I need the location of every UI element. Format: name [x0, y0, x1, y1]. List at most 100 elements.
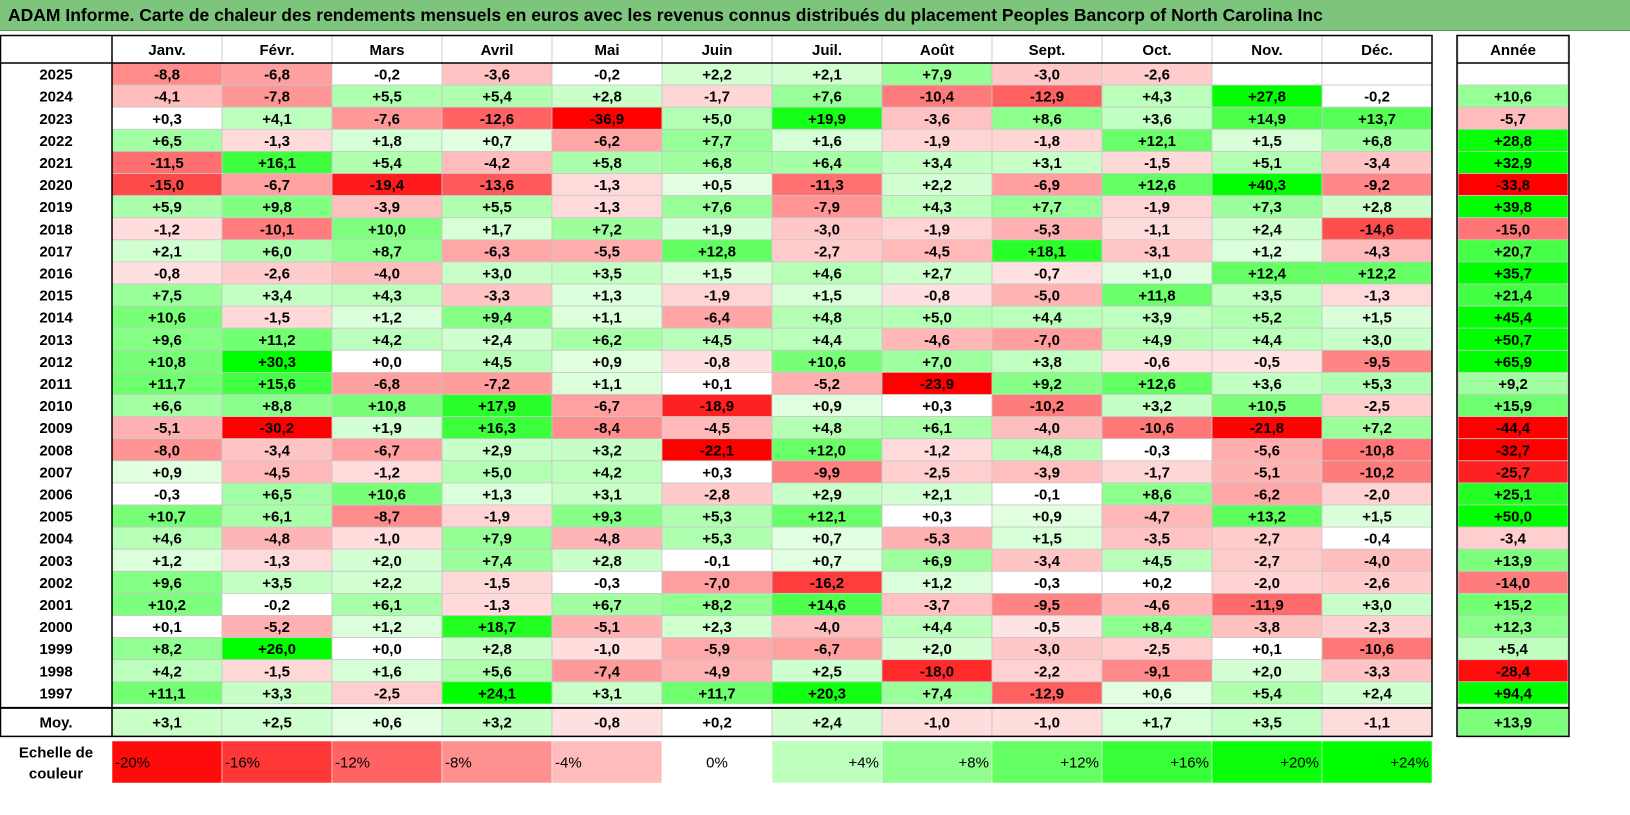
heatmap-cell-value: -10,2: [1030, 398, 1064, 415]
column-header: Juin: [702, 42, 733, 59]
color-scale-label: -4%: [555, 755, 582, 772]
heatmap-cell-value: +8,2: [152, 641, 182, 658]
heatmap-cell-value: -4,0: [814, 619, 840, 636]
heatmap-cell-value: +15,6: [258, 376, 296, 393]
heatmap-cell-value: -11,9: [1250, 597, 1283, 614]
heatmap-cell-value: -0,3: [1144, 442, 1170, 459]
heatmap-cell-value: -9,9: [814, 464, 840, 481]
heatmap-cell-value: +11,8: [1138, 288, 1175, 305]
heatmap-cell-value: +7,7: [1032, 199, 1062, 216]
row-year-label: 2013: [39, 332, 72, 349]
heatmap-cell-value: -0,8: [704, 354, 730, 371]
heatmap-cell-value: +4,4: [1032, 310, 1062, 327]
heatmap-cell-value: -4,7: [1144, 509, 1170, 526]
average-cell-value: +2,4: [812, 714, 842, 731]
average-cell-value: +2,5: [262, 714, 292, 731]
row-year-label: 2012: [39, 354, 72, 371]
row-year-label: 2005: [39, 509, 72, 526]
heatmap-cell-value: +1,7: [482, 221, 512, 238]
column-header-cell: [991, 35, 1103, 64]
heatmap-cell-value: +7,7: [702, 133, 732, 150]
average-cell: [991, 707, 1103, 737]
heatmap-cell-value: +6,6: [152, 398, 182, 415]
heatmap-cell-value: +2,0: [372, 553, 402, 570]
heatmap-cell-value: -6,2: [594, 133, 620, 150]
heatmap-cell-value: +4,3: [372, 288, 402, 305]
heatmap-cell-value: +8,6: [1142, 486, 1172, 503]
heatmap-cell-value: +1,9: [372, 420, 402, 437]
color-scale-label: +8%: [959, 755, 989, 772]
color-scale-label: +12%: [1060, 755, 1099, 772]
heatmap-cell-value: -14,6: [1360, 221, 1394, 238]
heatmap-cell-value: -1,5: [484, 575, 510, 592]
heatmap-cell-value: +5,1: [1252, 155, 1282, 172]
heatmap-cell-value: +27,8: [1248, 89, 1286, 106]
heatmap-cell-value: +0,7: [812, 553, 842, 570]
heatmap-cell-value: -5,1: [154, 420, 180, 437]
column-header: Sept.: [1029, 42, 1066, 59]
heatmap-cell-value: -3,4: [1364, 155, 1391, 172]
heatmap-cell-value: +11,7: [148, 376, 185, 393]
color-scale-label: -12%: [335, 755, 370, 772]
heatmap-cell-value: -0,4: [1364, 531, 1391, 548]
heatmap-cell-value: +3,2: [592, 442, 622, 459]
heatmap-cell-value: +3,5: [262, 575, 292, 592]
average-cell-value: +3,2: [482, 714, 512, 731]
heatmap-cell-value: +4,1: [262, 111, 292, 128]
row-year-label: 2019: [39, 199, 72, 216]
heatmap-cell-value: +2,0: [922, 641, 952, 658]
heatmap-cell-value: +4,3: [1142, 89, 1172, 106]
heatmap-cell-value: +7,4: [922, 685, 952, 702]
heatmap-cell-value: +5,9: [152, 199, 182, 216]
heatmap-cell-value: +5,0: [922, 310, 952, 327]
heatmap-cell-value: -0,5: [1034, 619, 1060, 636]
heatmap-cell-value: +16,1: [258, 155, 296, 172]
heatmap-cell-value: -0,3: [1034, 575, 1060, 592]
heatmap-cell-value: +5,5: [372, 89, 402, 106]
heatmap-cell-value: -21,8: [1250, 420, 1284, 437]
heatmap-cell-value: -2,6: [1144, 67, 1170, 84]
heatmap-cell-value: +6,5: [152, 133, 182, 150]
column-header-cell: [771, 35, 883, 64]
heatmap-cell-value: +1,5: [1252, 133, 1282, 150]
heatmap-cell-value: +8,7: [372, 243, 402, 260]
heatmap-cell-value: +5,4: [482, 89, 512, 106]
heatmap-cell-value: +2,8: [1362, 199, 1392, 216]
heatmap-cell-value: +18,1: [1028, 243, 1066, 260]
annual-frame: [1456, 34, 1570, 738]
heatmap-cell-value: +3,8: [1032, 354, 1062, 371]
row-year-label: 2008: [39, 442, 72, 459]
heatmap-cell-value: -0,2: [374, 67, 400, 84]
color-scale-swatch: [331, 740, 443, 784]
heatmap-cell-value: +3,3: [262, 685, 292, 702]
heatmap-cell-value: +3,5: [592, 265, 622, 282]
color-scale-swatch: [441, 740, 553, 784]
heatmap-cell-value: +7,2: [592, 221, 622, 238]
heatmap-cell-value: +0,1: [152, 619, 182, 636]
average-cell-value: -1,1: [1364, 714, 1390, 731]
heatmap-cell-value: -9,5: [1034, 597, 1060, 614]
heatmap-cell-value: +17,9: [478, 398, 516, 415]
heatmap-cell-value: -5,0: [1034, 288, 1060, 305]
heatmap-cell-value: +9,4: [482, 310, 512, 327]
heatmap-cell-value: -0,1: [1034, 486, 1060, 503]
heatmap-cell-value: +30,3: [258, 354, 296, 371]
heatmap-cell-value: +0,3: [702, 464, 732, 481]
row-year-label: 2022: [39, 133, 72, 150]
heatmap-cell-value: +6,8: [1362, 133, 1392, 150]
heatmap-cell-value: -1,5: [1144, 155, 1170, 172]
heatmap-cell-value: -5,2: [264, 619, 290, 636]
heatmap-cell-value: +4,5: [1142, 553, 1172, 570]
color-scale-label: 0%: [706, 755, 728, 772]
heatmap-cell-value: +5,3: [1362, 376, 1392, 393]
heatmap-cell-value: -10,6: [1140, 420, 1174, 437]
column-header: Déc.: [1361, 42, 1393, 59]
heatmap-cell-value: -4,5: [924, 243, 950, 260]
heatmap-cell-value: -11,3: [810, 177, 843, 194]
heatmap-cell-value: +1,5: [1362, 509, 1392, 526]
annual-cell-value: +9,2: [1498, 376, 1528, 393]
heatmap-cell-value: -1,2: [374, 464, 400, 481]
heatmap-cell-value: +12,2: [1358, 265, 1396, 282]
heatmap-cell-value: +10,8: [148, 354, 186, 371]
year-column-header-cell: [1457, 35, 1569, 64]
